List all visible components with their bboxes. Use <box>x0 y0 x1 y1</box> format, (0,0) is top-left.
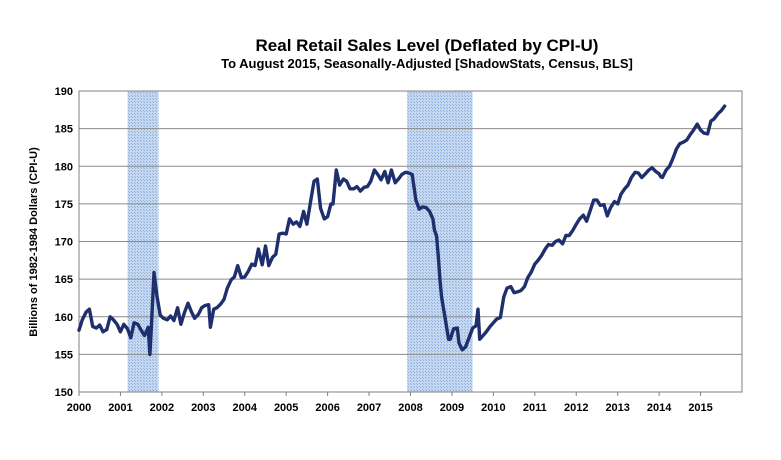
x-tick-label: 2004 <box>233 402 258 414</box>
x-tick-label: 2000 <box>67 402 91 414</box>
x-tick-label: 2001 <box>108 402 132 414</box>
x-tick-label: 2015 <box>688 402 712 414</box>
y-tick-label: 180 <box>55 161 73 173</box>
y-tick-label: 165 <box>55 274 73 286</box>
y-tick-label: 160 <box>55 312 73 324</box>
y-axis-label: Billions of 1982-1984 Dollars (CPI-U) <box>28 147 40 337</box>
x-tick-label: 2006 <box>315 402 339 414</box>
plot-border <box>78 90 743 393</box>
series-line <box>77 104 727 357</box>
x-tick-label: 2009 <box>440 402 464 414</box>
y-tick-label: 175 <box>55 199 73 211</box>
x-tick-label: 2003 <box>191 402 215 414</box>
gridlines <box>79 128 742 355</box>
y-tick-label: 190 <box>55 86 73 98</box>
x-tick-label: 2011 <box>523 402 547 414</box>
y-tick-label: 150 <box>55 387 73 399</box>
x-tick-label: 2008 <box>398 402 422 414</box>
x-tick-label: 2013 <box>605 402 629 414</box>
y-tick-labels: 150 155 160 165 170 175 180 185 190 <box>55 86 73 399</box>
x-tick-labels: 2000 2001 2002 2003 2004 2005 2006 2007 2008 2009… <box>67 392 713 414</box>
x-tick-label: 2010 <box>481 402 505 414</box>
x-tick-label: 2007 <box>357 402 381 414</box>
y-tick-label: 170 <box>55 237 73 249</box>
y-tick-label: 155 <box>55 349 73 361</box>
x-tick-label: 2002 <box>150 402 174 414</box>
y-tick-label: 185 <box>55 124 73 136</box>
chart-subtitle: To August 2015, Seasonally-Adjusted [Sha… <box>221 56 633 71</box>
chart-title: Real Retail Sales Level (Deflated by CPI… <box>256 36 599 55</box>
x-tick-label: 2014 <box>647 402 672 414</box>
x-tick-label: 2012 <box>564 402 588 414</box>
x-tick-label: 2005 <box>274 402 298 414</box>
